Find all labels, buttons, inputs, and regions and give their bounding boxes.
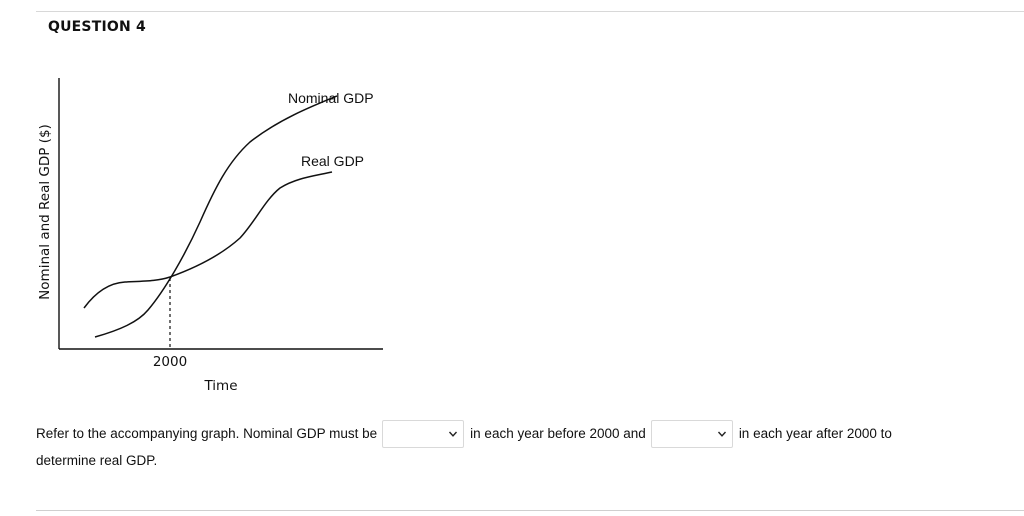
prompt-line-1: Refer to the accompanying graph. Nominal… xyxy=(36,420,996,448)
gdp-graph: Nominal GDP Real GDP 2000 Time Nominal a… xyxy=(37,78,383,394)
real-gdp-label: Real GDP xyxy=(301,153,364,169)
y-axis-label: Nominal and Real GDP ($) xyxy=(37,124,53,300)
prompt-text-part4: determine real GDP. xyxy=(36,453,158,468)
nominal-gdp-label: Nominal GDP xyxy=(288,90,374,106)
nominal-gdp-curve xyxy=(94,95,338,338)
x-axis-label: Time xyxy=(203,378,237,394)
prompt-text-part2: in each year before 2000 and xyxy=(470,426,646,441)
x-tick-label-2000: 2000 xyxy=(153,354,187,370)
question-prompt: Refer to the accompanying graph. Nominal… xyxy=(36,420,996,474)
dropdown-before-2000[interactable] xyxy=(382,420,465,448)
chevron-down-icon xyxy=(449,431,458,437)
prompt-text-part3: in each year after 2000 to xyxy=(738,426,892,441)
top-divider xyxy=(36,11,1024,12)
bottom-divider xyxy=(36,510,1024,511)
question-title: QUESTION 4 xyxy=(48,19,146,35)
dropdown-after-2000[interactable] xyxy=(650,420,733,448)
prompt-text-part1: Refer to the accompanying graph. Nominal… xyxy=(36,426,378,441)
prompt-line-2: determine real GDP. xyxy=(36,448,996,474)
real-gdp-curve xyxy=(83,171,333,309)
chevron-down-icon xyxy=(717,431,726,437)
